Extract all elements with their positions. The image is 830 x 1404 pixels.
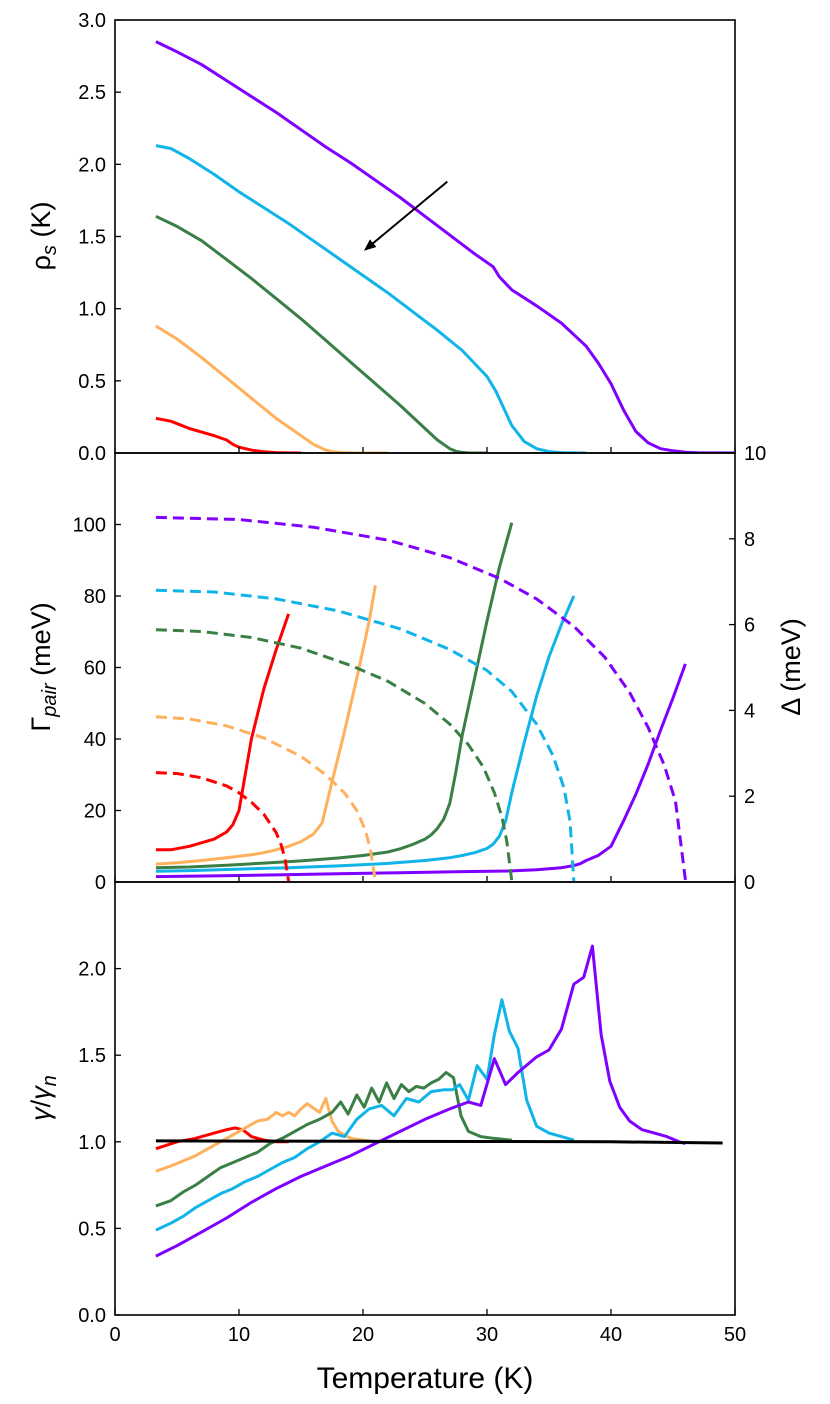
mid-series-7-dashed bbox=[155, 628, 514, 882]
gamma-ratio-panel: 0.0 0.5 1.0 1.5 2.0 γ/γn bbox=[26, 881, 736, 1327]
bot-ytick-label: 0.5 bbox=[78, 1218, 106, 1240]
mid-y2tick-label: 8 bbox=[744, 529, 755, 551]
mid-ytick-label: 40 bbox=[84, 729, 106, 751]
rho-s-series-group bbox=[155, 40, 735, 453]
xtick-label: 40 bbox=[600, 1324, 622, 1346]
gamma-ratio-axis-ticks: 0.0 0.5 1.0 1.5 2.0 bbox=[78, 959, 121, 1327]
bot-ytick-label: 0.0 bbox=[78, 1305, 106, 1327]
gamma-pair-panel: 0 20 40 60 80 100 0 2 4 6 8 10 Γpair (meV) Δ (meV) bbox=[26, 443, 806, 894]
top-ytick-label: 1.0 bbox=[78, 299, 106, 321]
xtick-label: 30 bbox=[476, 1324, 498, 1346]
bot-series-5 bbox=[155, 1139, 723, 1145]
mid-series-8-dashed bbox=[155, 588, 576, 882]
mid-series-1 bbox=[155, 585, 377, 866]
bot-series-4 bbox=[155, 944, 686, 1258]
top-ytick-label: 3.0 bbox=[78, 10, 106, 32]
top-ytick-label: 0.0 bbox=[78, 443, 106, 465]
mid-ytick-label: 20 bbox=[84, 801, 106, 823]
top-series-2 bbox=[155, 214, 488, 453]
mid-y2tick-label: 6 bbox=[744, 615, 755, 637]
mid-series-2 bbox=[155, 522, 514, 870]
delta-ylabel: Δ (meV) bbox=[776, 618, 806, 716]
mid-ytick-label: 80 bbox=[84, 586, 106, 608]
rho-s-ylabel: ρs (K) bbox=[26, 202, 61, 271]
mid-y2tick-label: 4 bbox=[744, 700, 755, 722]
mid-y2tick-label: 0 bbox=[744, 872, 755, 894]
gamma-pair-axis-ticks: 0 20 40 60 80 100 0 2 4 6 8 10 bbox=[73, 443, 767, 894]
mid-ytick-label: 0 bbox=[95, 872, 106, 894]
mid-series-6-dashed bbox=[155, 715, 377, 882]
bot-series-3 bbox=[155, 998, 575, 1232]
bot-ytick-label: 2.0 bbox=[78, 959, 106, 981]
xtick-label: 0 bbox=[109, 1324, 120, 1346]
mid-series-3 bbox=[155, 595, 576, 873]
top-ytick-label: 2.0 bbox=[78, 154, 106, 176]
rho-s-frame bbox=[114, 19, 736, 454]
gamma-ratio-series-group bbox=[155, 944, 723, 1258]
top-ytick-label: 0.5 bbox=[78, 371, 106, 393]
mid-ytick-label: 100 bbox=[73, 515, 106, 537]
top-series-3 bbox=[155, 324, 388, 453]
mid-series-9-dashed bbox=[155, 515, 687, 881]
top-ytick-label: 2.5 bbox=[78, 82, 106, 104]
bot-ytick-label: 1.5 bbox=[78, 1045, 106, 1067]
rho-s-panel: 0.0 0.5 1.0 1.5 2.0 2.5 3.0 ρs (K) bbox=[26, 10, 736, 465]
gamma-pair-series-group bbox=[155, 515, 687, 882]
xtick-label: 20 bbox=[352, 1324, 374, 1346]
xtick-label: 50 bbox=[724, 1324, 746, 1346]
x-axis-title: Temperature (K) bbox=[317, 1362, 534, 1395]
bot-ytick-label: 1.0 bbox=[78, 1132, 106, 1154]
x-axis: 0 10 20 30 40 50 bbox=[109, 1309, 746, 1346]
mid-series-4 bbox=[155, 663, 687, 879]
bot-series-1 bbox=[155, 1097, 376, 1173]
bot-series-2 bbox=[155, 1071, 512, 1208]
mid-ytick-label: 60 bbox=[84, 658, 106, 680]
gamma-ratio-ylabel: γ/γn bbox=[26, 1075, 61, 1121]
top-series-0 bbox=[155, 40, 735, 453]
mid-series-0 bbox=[155, 613, 291, 852]
top-series-1 bbox=[155, 144, 587, 453]
mid-y2tick-label: 10 bbox=[744, 443, 766, 465]
trend-arrow bbox=[363, 180, 448, 251]
mid-series-5-dashed bbox=[155, 771, 291, 882]
top-ytick-label: 1.5 bbox=[78, 227, 106, 249]
top-series-4 bbox=[155, 416, 302, 453]
gamma-ratio-frame bbox=[114, 881, 736, 1316]
rho-s-axis-ticks: 0.0 0.5 1.0 1.5 2.0 2.5 3.0 bbox=[78, 10, 736, 465]
xtick-label: 10 bbox=[228, 1324, 250, 1346]
gamma-pair-ylabel: Γpair (meV) bbox=[26, 602, 61, 731]
mid-y2tick-label: 2 bbox=[744, 786, 755, 808]
